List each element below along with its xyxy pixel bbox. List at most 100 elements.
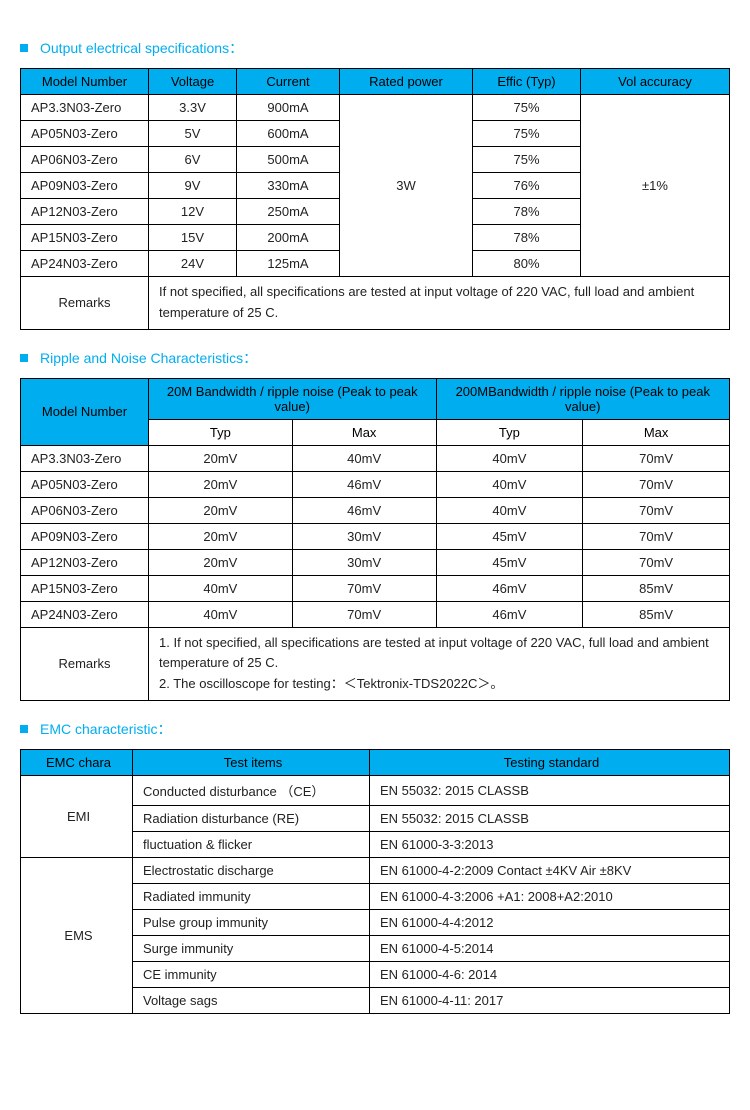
cell-model: AP09N03-Zero [21,523,149,549]
remarks-label: Remarks [21,627,149,700]
cell-model: AP15N03-Zero [21,575,149,601]
col-20m: 20M Bandwidth / ripple noise (Peak to pe… [149,378,437,419]
sub-typ: Typ [436,419,583,445]
cell-typ200: 45mV [436,549,583,575]
cell-voltage: 6V [149,147,237,173]
col-rated: Rated power [340,69,473,95]
col-items: Test items [133,749,370,775]
col-model: Model Number [21,69,149,95]
cell-current: 125mA [237,251,340,277]
cell-effic: 75% [473,121,581,147]
table-row: AP09N03-Zero20mV30mV45mV70mV [21,523,730,549]
cell-typ20: 20mV [149,497,293,523]
cell-item: Pulse group immunity [133,909,370,935]
cell-effic: 76% [473,173,581,199]
cell-item: Voltage sags [133,987,370,1013]
cell-typ200: 46mV [436,575,583,601]
ems-label: EMS [21,857,133,1013]
cell-typ200: 45mV [436,523,583,549]
cell-voltage: 5V [149,121,237,147]
cell-typ20: 20mV [149,549,293,575]
cell-effic: 75% [473,147,581,173]
cell-std: EN 55032: 2015 CLASSB [370,805,730,831]
col-voltage: Voltage [149,69,237,95]
cell-std: EN 61000-4-3:2006 +A1: 2008+A2:2010 [370,883,730,909]
cell-effic: 80% [473,251,581,277]
cell-typ200: 46mV [436,601,583,627]
col-current: Current [237,69,340,95]
cell-typ200: 40mV [436,497,583,523]
remarks-text: 1. If not specified, all specifications … [149,627,730,700]
section-title-text: Output electrical specifications： [40,38,243,58]
cell-item: Surge immunity [133,935,370,961]
cell-max20: 30mV [292,523,436,549]
cell-max200: 70mV [583,549,730,575]
cell-max200: 70mV [583,471,730,497]
cell-typ20: 20mV [149,445,293,471]
cell-current: 900mA [237,95,340,121]
cell-std: EN 61000-4-11: 2017 [370,987,730,1013]
table-row: AP12N03-Zero20mV30mV45mV70mV [21,549,730,575]
remarks-row: RemarksIf not specified, all specificati… [21,277,730,330]
cell-model: AP24N03-Zero [21,601,149,627]
section-title-ripple: Ripple and Noise Characteristics： [20,348,730,368]
cell-current: 600mA [237,121,340,147]
cell-item: Radiation disturbance (RE) [133,805,370,831]
cell-std: EN 61000-4-2:2009 Contact ±4KV Air ±8KV [370,857,730,883]
cell-item: Electrostatic discharge [133,857,370,883]
table-header-row: Model Number 20M Bandwidth / ripple nois… [21,378,730,419]
table-header-row: Model Number Voltage Current Rated power… [21,69,730,95]
cell-effic: 78% [473,225,581,251]
sub-typ: Typ [149,419,293,445]
cell-voltage: 15V [149,225,237,251]
cell-model: AP24N03-Zero [21,251,149,277]
cell-max20: 70mV [292,601,436,627]
cell-voltage: 24V [149,251,237,277]
bullet-icon [20,354,28,362]
cell-current: 200mA [237,225,340,251]
cell-item: Radiated immunity [133,883,370,909]
cell-model: AP06N03-Zero [21,147,149,173]
cell-std: EN 61000-3-3:2013 [370,831,730,857]
cell-effic: 75% [473,95,581,121]
cell-max200: 70mV [583,523,730,549]
cell-typ200: 40mV [436,471,583,497]
cell-max200: 70mV [583,445,730,471]
table-header-row: EMC chara Test items Testing standard [21,749,730,775]
table-row: AP3.3N03-Zero3.3V900mA3W75%±1% [21,95,730,121]
cell-max20: 30mV [292,549,436,575]
cell-std: EN 61000-4-5:2014 [370,935,730,961]
bullet-icon [20,44,28,52]
remarks-text: If not specified, all specifications are… [149,277,730,330]
section-title-output: Output electrical specifications： [20,38,730,58]
emc-table: EMC chara Test items Testing standard EM… [20,749,730,1014]
cell-current: 500mA [237,147,340,173]
bullet-icon [20,725,28,733]
col-model: Model Number [21,378,149,445]
section-title-text: Ripple and Noise Characteristics： [40,348,257,368]
col-emc: EMC chara [21,749,133,775]
ripple-table: Model Number 20M Bandwidth / ripple nois… [20,378,730,701]
cell-max20: 46mV [292,497,436,523]
cell-max20: 70mV [292,575,436,601]
cell-rated: 3W [340,95,473,277]
cell-std: EN 61000-4-4:2012 [370,909,730,935]
cell-model: AP12N03-Zero [21,199,149,225]
cell-max200: 85mV [583,601,730,627]
output-spec-table: Model Number Voltage Current Rated power… [20,68,730,330]
cell-effic: 78% [473,199,581,225]
table-row: EMSElectrostatic dischargeEN 61000-4-2:2… [21,857,730,883]
table-row: AP24N03-Zero40mV70mV46mV85mV [21,601,730,627]
remarks-row: Remarks1. If not specified, all specific… [21,627,730,700]
remarks-label: Remarks [21,277,149,330]
col-effic: Effic (Typ) [473,69,581,95]
cell-typ20: 20mV [149,471,293,497]
cell-model: AP05N03-Zero [21,121,149,147]
cell-model: AP06N03-Zero [21,497,149,523]
cell-model: AP05N03-Zero [21,471,149,497]
cell-model: AP15N03-Zero [21,225,149,251]
cell-voltage: 9V [149,173,237,199]
table-row: AP06N03-Zero20mV46mV40mV70mV [21,497,730,523]
cell-max20: 40mV [292,445,436,471]
cell-typ20: 40mV [149,601,293,627]
